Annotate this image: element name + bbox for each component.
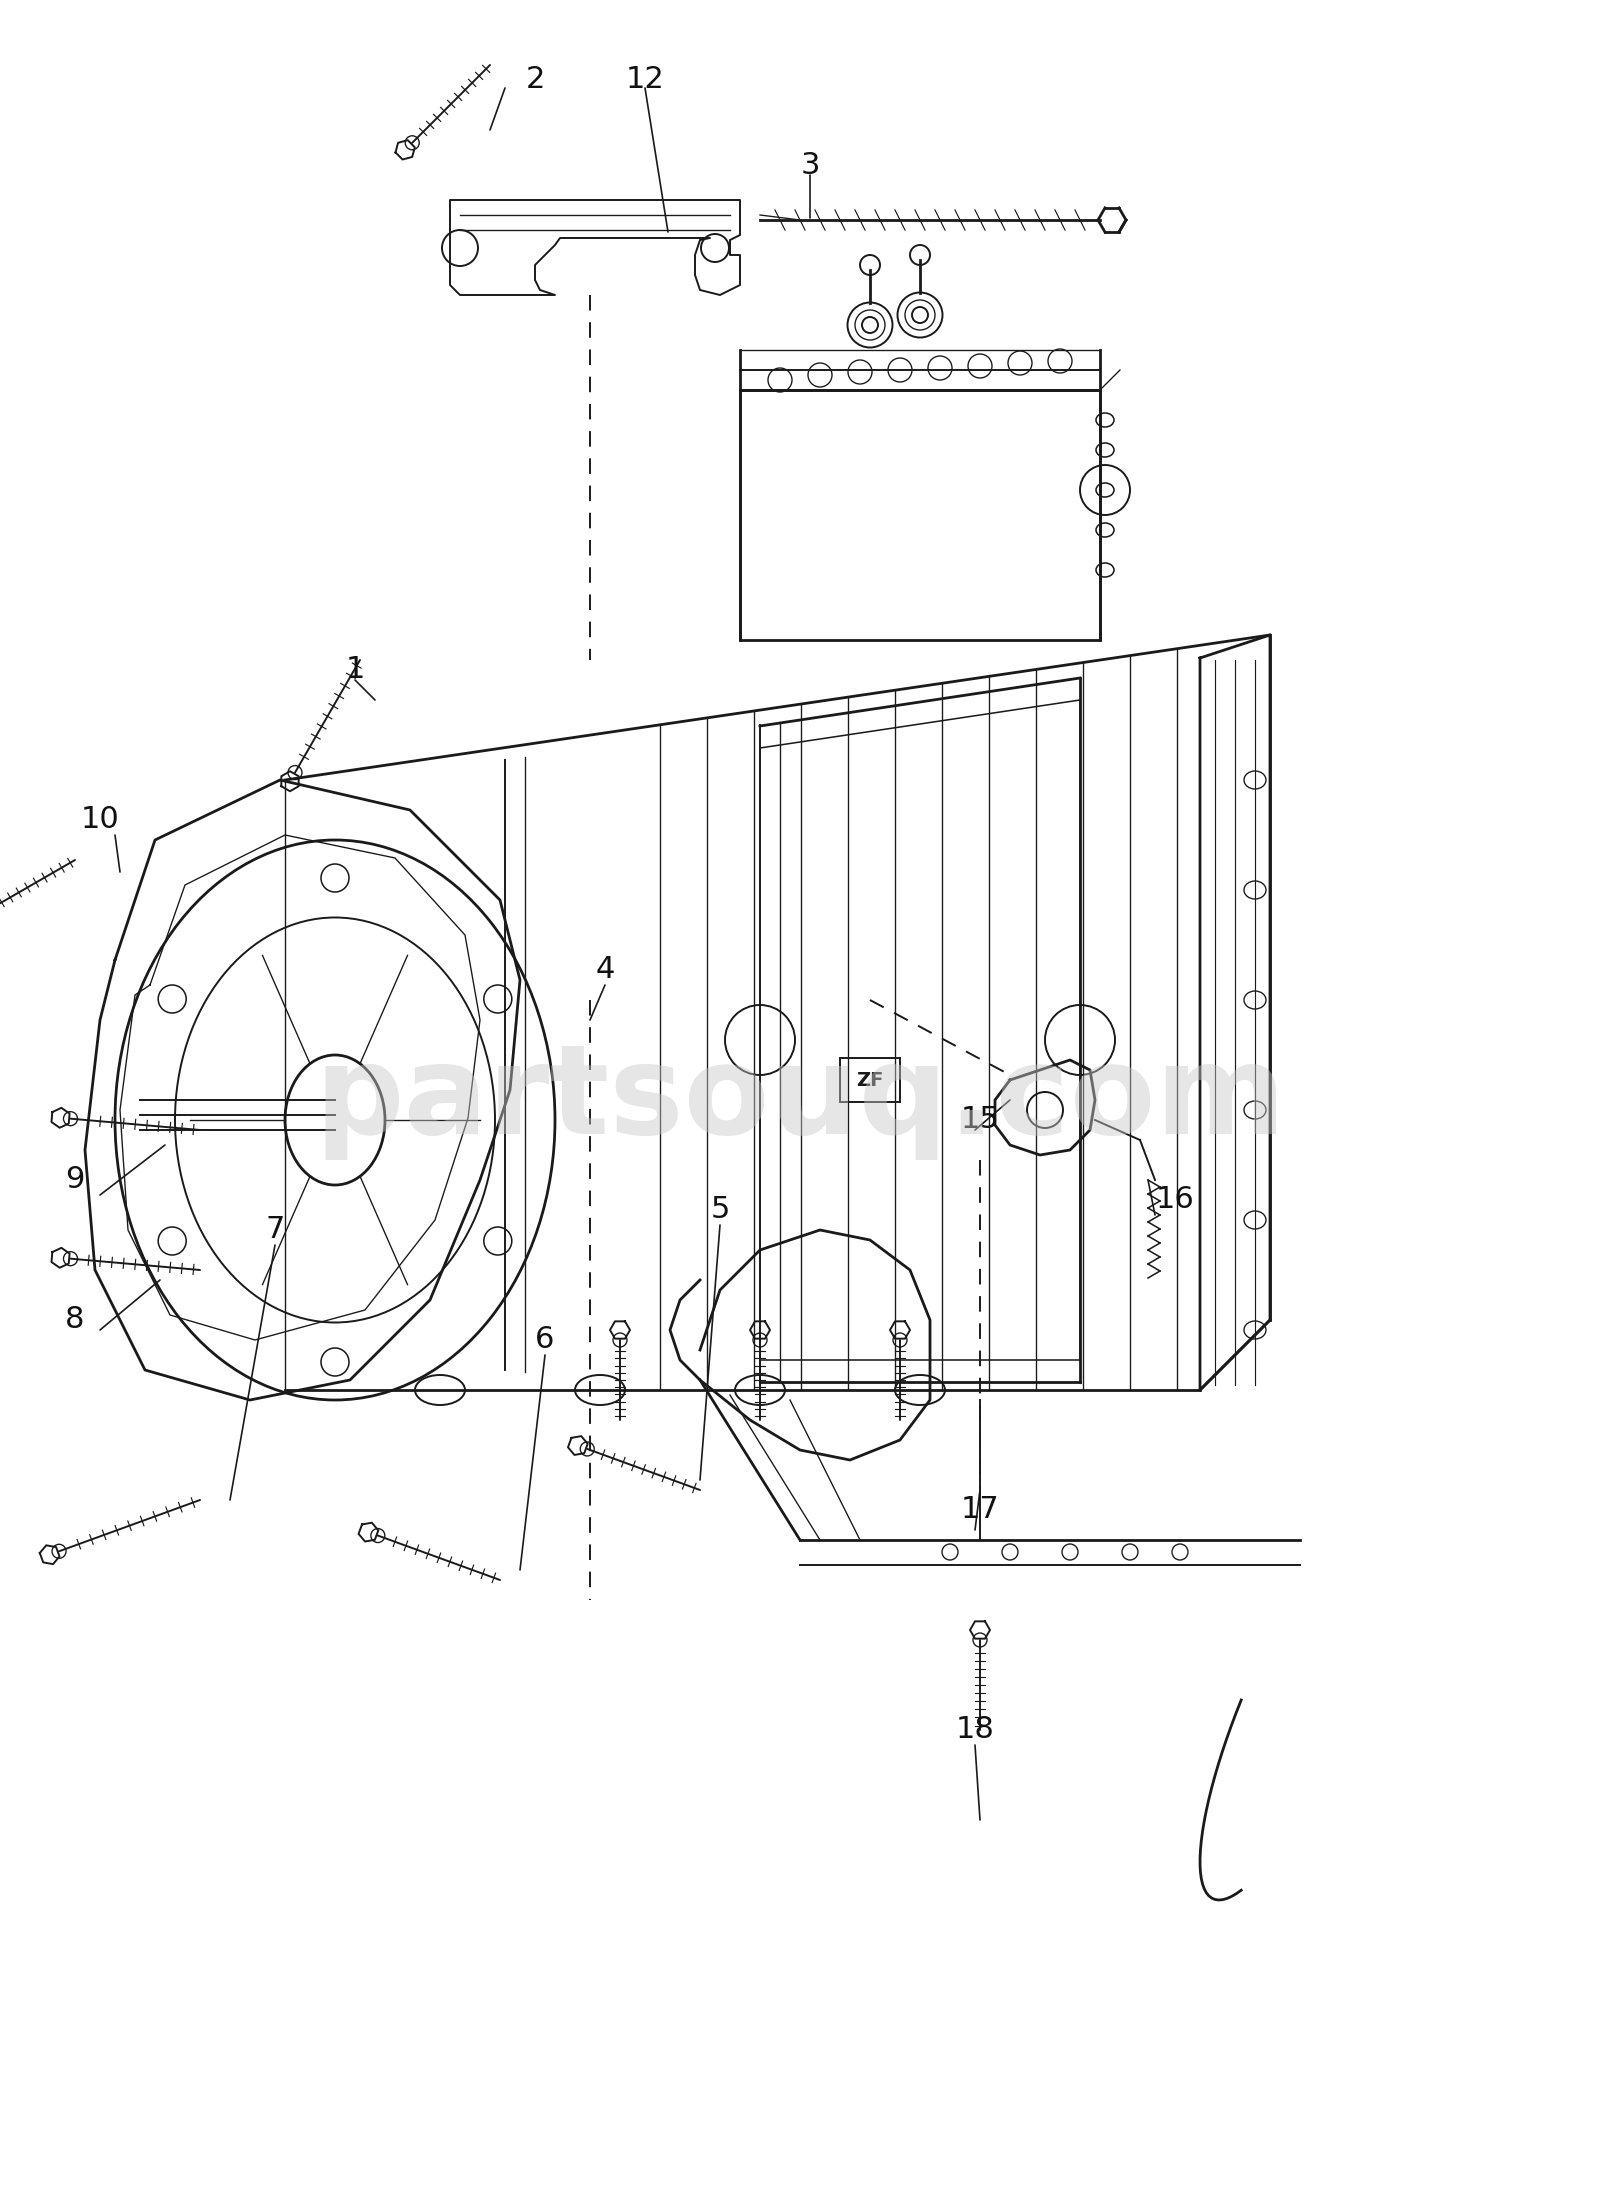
Text: 9: 9 (66, 1166, 85, 1194)
Text: 7: 7 (266, 1216, 285, 1244)
Text: 6: 6 (536, 1325, 555, 1354)
Text: 3: 3 (800, 151, 819, 179)
Text: 8: 8 (66, 1306, 85, 1334)
Text: 4: 4 (595, 956, 614, 984)
Text: 5: 5 (710, 1196, 730, 1225)
Text: 16: 16 (1155, 1185, 1194, 1214)
Text: 1: 1 (346, 656, 365, 685)
Text: 12: 12 (626, 66, 664, 94)
Text: partsouq.com: partsouq.com (314, 1039, 1286, 1161)
Text: ZF: ZF (856, 1069, 883, 1089)
Text: 15: 15 (960, 1104, 1000, 1135)
Text: 2: 2 (525, 66, 544, 94)
Text: 10: 10 (80, 805, 120, 835)
Text: 18: 18 (955, 1715, 995, 1745)
Text: 17: 17 (960, 1496, 1000, 1524)
